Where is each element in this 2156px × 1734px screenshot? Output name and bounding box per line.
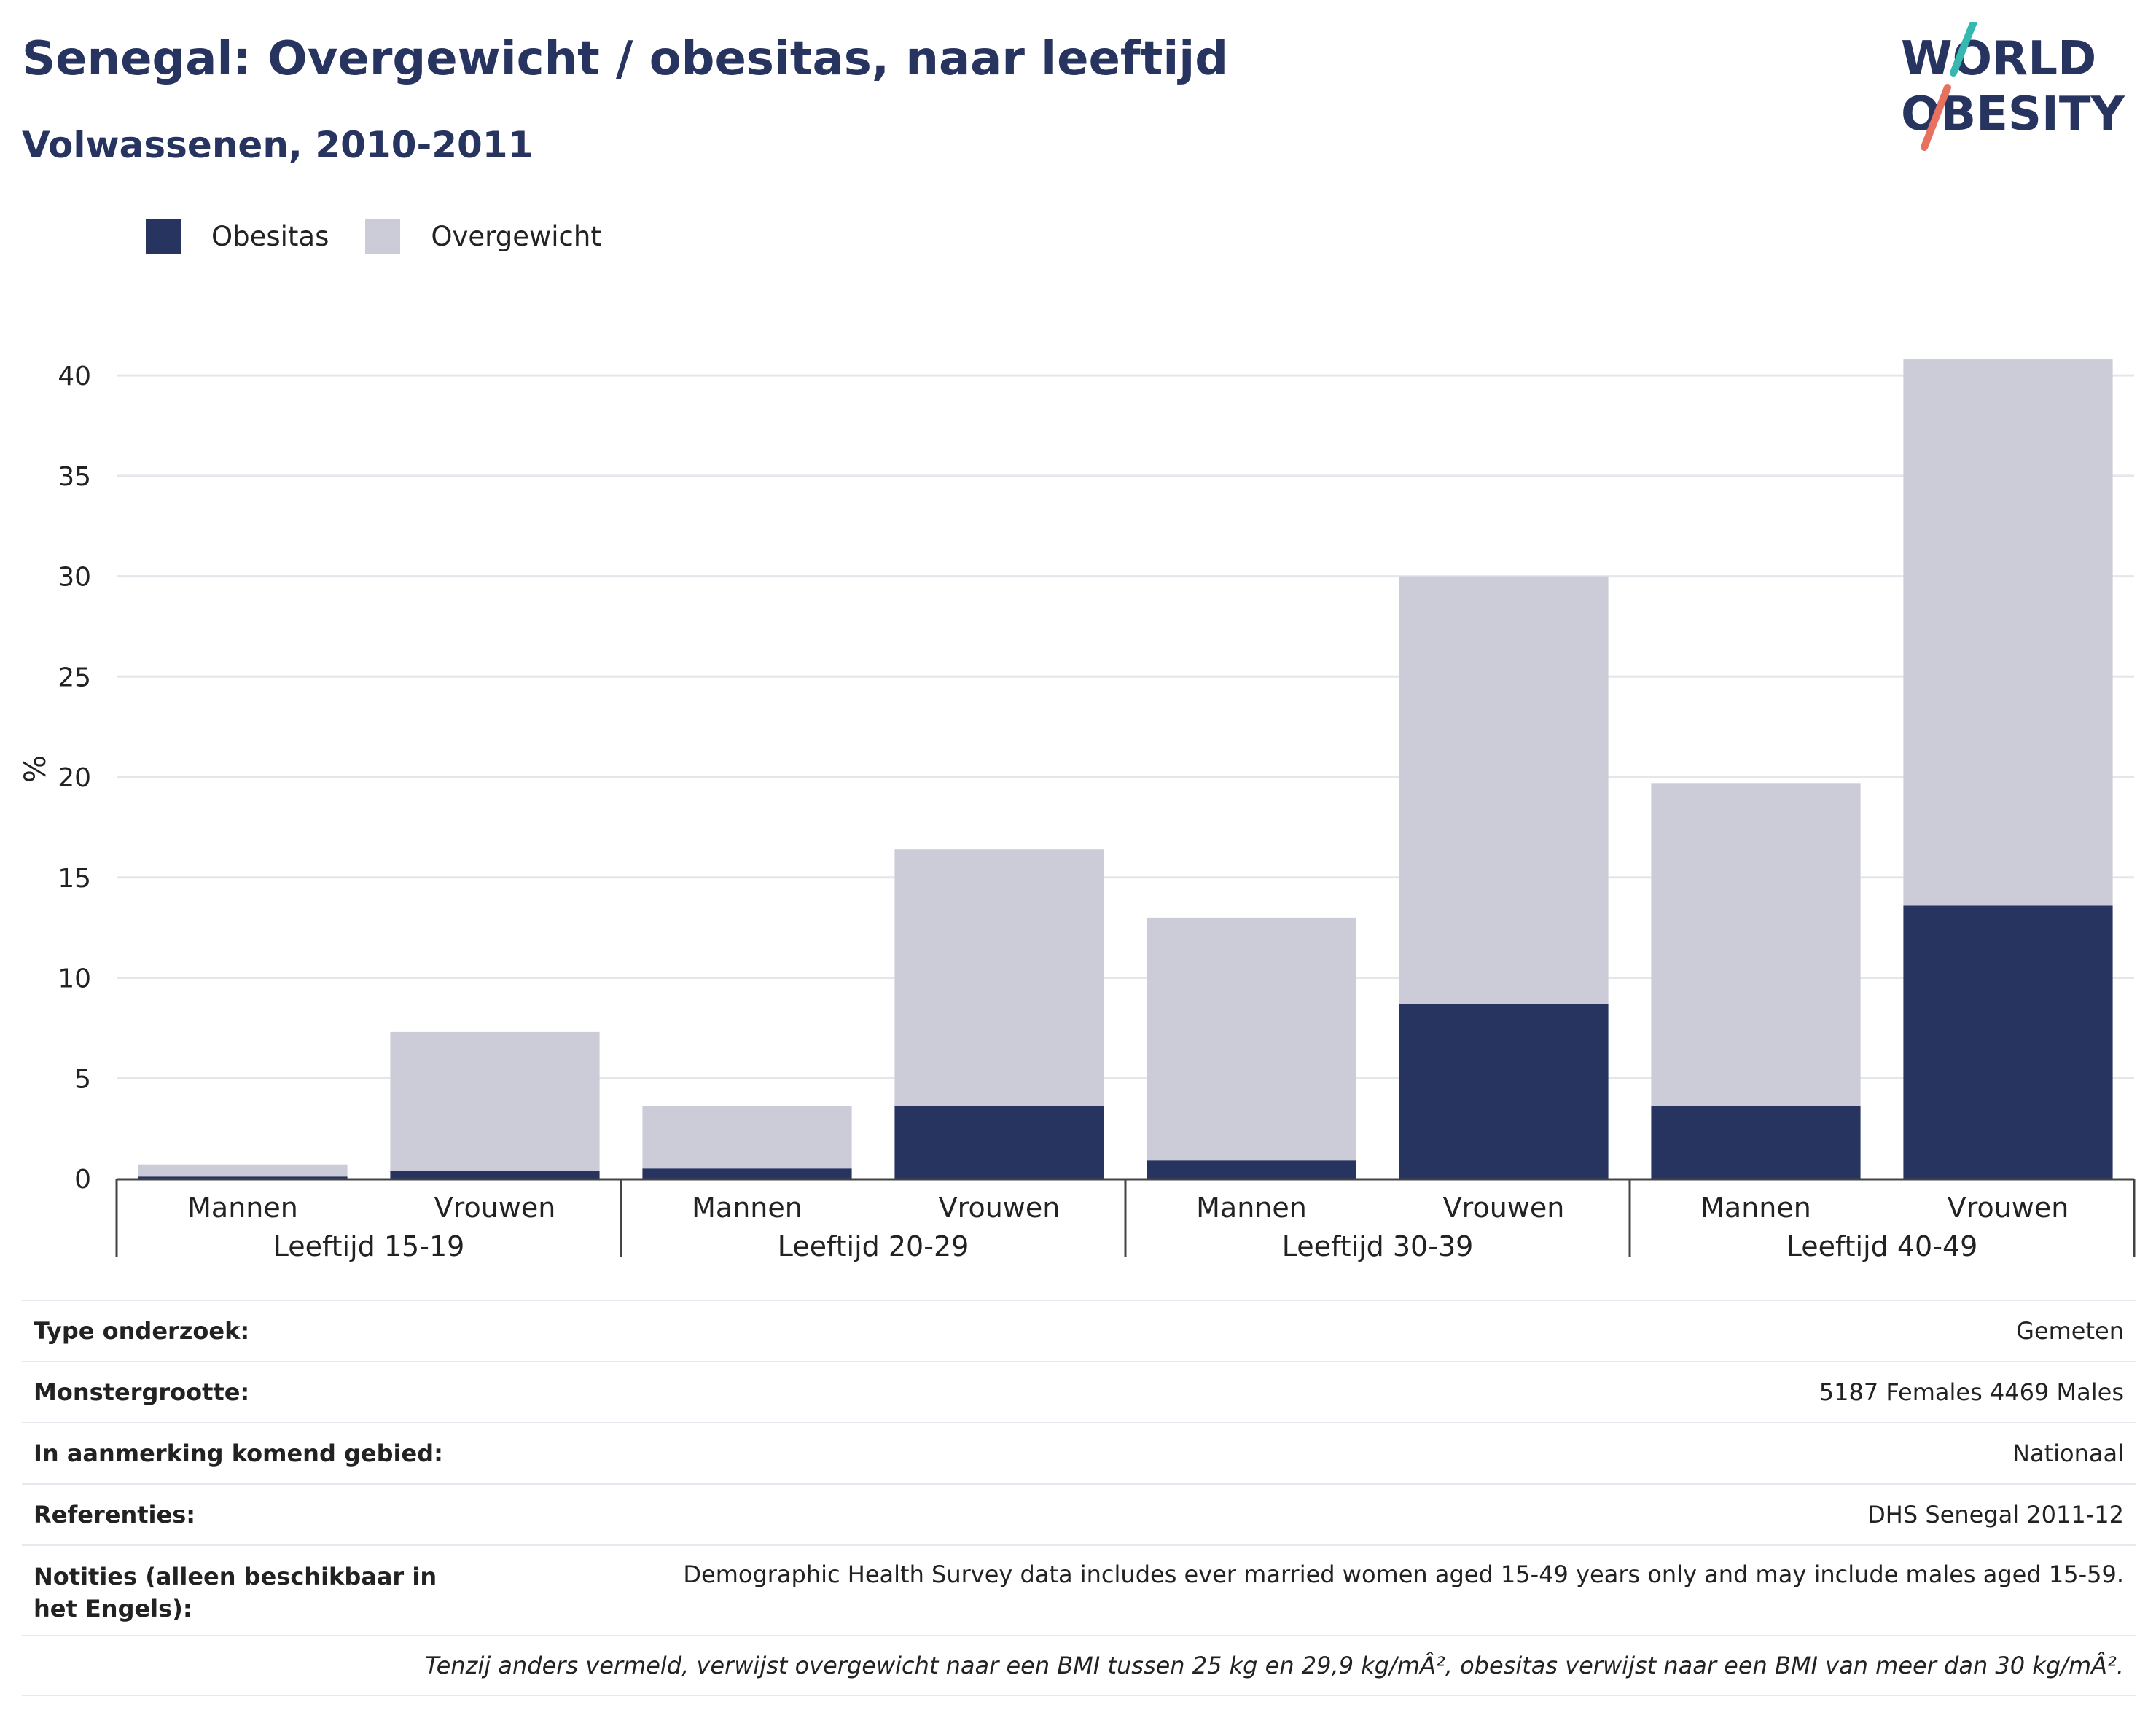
info-row-references: Referenties: DHS Senegal 2011-12 <box>22 1483 2136 1544</box>
logo-teal-stroke <box>1950 22 1977 77</box>
y-tick-label: 20 <box>58 763 91 793</box>
bar-obesitas <box>390 1170 600 1179</box>
info-row-area: In aanmerking komend gebied: Nationaal <box>22 1422 2136 1483</box>
y-tick-label: 30 <box>58 563 91 593</box>
footnote-text: Tenzij anders vermeld, verwijst overgewi… <box>425 1652 2124 1679</box>
group-label: Leeftijd 20-29 <box>778 1230 969 1262</box>
info-value: Nationaal <box>2012 1440 2124 1467</box>
x-tick-label: Vrouwen <box>434 1192 556 1224</box>
y-tick-label: 25 <box>58 663 91 692</box>
bar-overgewicht <box>1399 576 1609 1004</box>
bar-overgewicht <box>390 1031 600 1171</box>
bar-overgewicht <box>1147 917 1356 1161</box>
y-tick-label: 15 <box>58 864 91 894</box>
x-tick-label: Vrouwen <box>1948 1192 2069 1224</box>
info-row-sample: Monstergrootte: 5187 Females 4469 Males <box>22 1361 2136 1422</box>
info-value: Gemeten <box>2016 1317 2124 1345</box>
info-value: Demographic Health Survey data includes … <box>683 1561 2124 1588</box>
bar-overgewicht <box>1903 359 2113 906</box>
group-label: Leeftijd 30-39 <box>1282 1230 1474 1262</box>
info-value: DHS Senegal 2011-12 <box>1867 1501 2124 1528</box>
info-row-type: Type onderzoek: Gemeten <box>22 1300 2136 1361</box>
bar-overgewicht <box>894 849 1104 1106</box>
info-key: Referenties: <box>34 1501 196 1528</box>
x-tick-label: Mannen <box>1196 1192 1307 1224</box>
bar-overgewicht <box>642 1106 852 1169</box>
bar-overgewicht <box>1651 783 1861 1106</box>
y-tick-label: 40 <box>58 362 91 391</box>
y-tick-label: 35 <box>58 462 91 492</box>
bar-obesitas <box>1147 1160 1356 1179</box>
bar-obesitas <box>1399 1004 1609 1179</box>
legend-item-overgewicht[interactable]: Overgewicht <box>365 219 601 254</box>
bar-obesitas <box>138 1176 348 1179</box>
bar-obesitas <box>1903 905 2113 1179</box>
bar-obesitas <box>1651 1106 1861 1179</box>
info-row-notes: Notities (alleen beschikbaar in het Enge… <box>22 1544 2136 1635</box>
info-key: In aanmerking komend gebied: <box>34 1440 443 1467</box>
x-tick-label: Vrouwen <box>939 1192 1061 1224</box>
logo-coral-stroke <box>1921 84 1951 151</box>
x-tick-label: Mannen <box>1700 1192 1811 1224</box>
group-label: Leeftijd 40-49 <box>1786 1230 1978 1262</box>
logo-line1: WORLD <box>1901 32 2096 86</box>
info-value: 5187 Females 4469 Males <box>1819 1378 2124 1406</box>
y-tick-label: 5 <box>74 1064 91 1094</box>
world-obesity-logo: WORLD OBESITY <box>1901 22 2125 151</box>
legend-item-obesitas[interactable]: Obesitas <box>146 219 329 254</box>
info-key: Monstergrootte: <box>34 1378 250 1406</box>
legend-label-obesitas: Obesitas <box>211 220 329 252</box>
legend-swatch-overgewicht <box>365 219 401 254</box>
bar-obesitas <box>894 1106 1104 1179</box>
info-key: Notities (alleen beschikbaar in het Enge… <box>34 1563 437 1622</box>
y-tick-label: 10 <box>58 964 91 994</box>
x-tick-label: Vrouwen <box>1443 1192 1565 1224</box>
info-key: Type onderzoek: <box>34 1317 250 1345</box>
group-label: Leeftijd 15-19 <box>273 1230 465 1262</box>
y-axis-label: % <box>19 755 52 783</box>
chart-title: Senegal: Overgewicht / obesitas, naar le… <box>22 32 1229 86</box>
legend-label-overgewicht: Overgewicht <box>431 220 601 252</box>
legend-swatch-obesitas <box>146 219 181 254</box>
x-tick-label: Mannen <box>692 1192 802 1224</box>
info-table: Type onderzoek: Gemeten Monstergrootte: … <box>22 1300 2136 1696</box>
y-tick-label: 0 <box>74 1165 91 1195</box>
bar-obesitas <box>642 1168 852 1179</box>
bar-overgewicht <box>138 1164 348 1177</box>
legend: Obesitas Overgewicht <box>146 216 638 257</box>
chart-subtitle: Volwassenen, 2010-2011 <box>22 124 534 166</box>
x-tick-label: Mannen <box>187 1192 298 1224</box>
bar-chart: 0 5 10 15 20 25 30 35 40% Mannen Vrouwen Mannen Vrou… <box>19 359 2136 1262</box>
footnote: Tenzij anders vermeld, verwijst overgewi… <box>22 1635 2136 1696</box>
